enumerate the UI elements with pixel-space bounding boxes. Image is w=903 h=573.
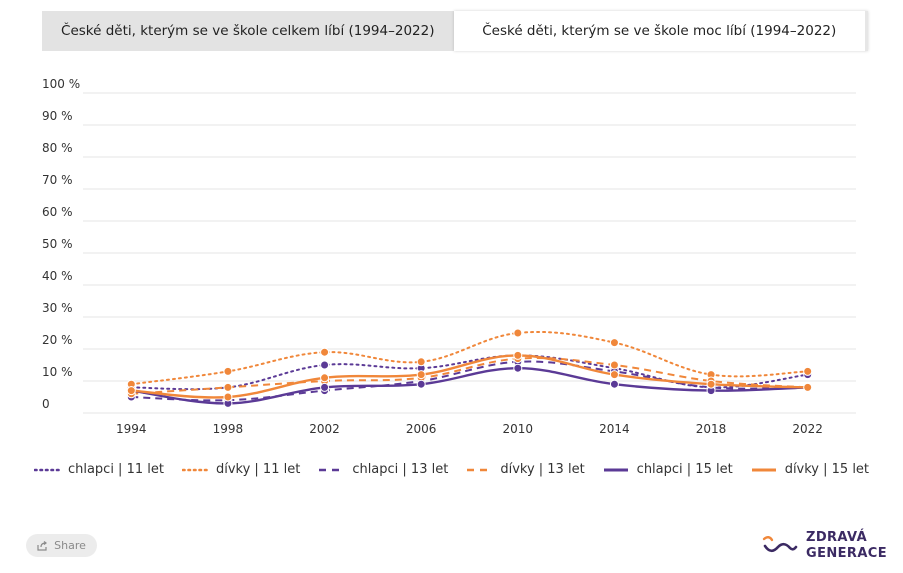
legend-label: chlapci | 13 let xyxy=(352,462,449,477)
data-point[interactable] xyxy=(803,366,813,376)
x-tick-label: 1998 xyxy=(213,422,244,436)
data-point[interactable] xyxy=(513,328,523,338)
x-tick-label: 2002 xyxy=(309,422,340,436)
y-tick-label: 90 % xyxy=(42,109,73,123)
series-line-3 xyxy=(131,356,808,395)
y-tick-label: 30 % xyxy=(42,301,73,315)
data-point[interactable] xyxy=(320,360,330,370)
data-point[interactable] xyxy=(609,370,619,380)
legend-label: chlapci | 15 let xyxy=(636,462,733,477)
x-tick-label: 2006 xyxy=(406,422,437,436)
data-point[interactable] xyxy=(320,382,330,392)
tab-moc-libi[interactable]: České děti, kterým se ve škole moc líbí … xyxy=(453,11,868,51)
x-tick-label: 2014 xyxy=(599,422,630,436)
x-tick-label: 1994 xyxy=(116,422,147,436)
y-tick-label: 60 % xyxy=(42,205,73,219)
series-line-0 xyxy=(130,354,809,391)
data-point[interactable] xyxy=(803,382,813,392)
data-point[interactable] xyxy=(223,392,233,402)
data-point[interactable] xyxy=(513,350,523,360)
legend-swatch xyxy=(603,468,628,471)
data-point[interactable] xyxy=(126,386,136,396)
tab-bar: České děti, kterým se ve škole celkem lí… xyxy=(42,11,868,51)
logo-line-1: ZDRAVÁ xyxy=(806,530,868,545)
series-line-4 xyxy=(131,366,808,405)
data-point[interactable] xyxy=(416,379,426,389)
y-tick-label: 20 % xyxy=(42,333,73,347)
legend-item[interactable]: dívky | 13 let xyxy=(466,462,585,477)
legend-label: dívky | 15 let xyxy=(784,462,870,477)
logo-line-2: GENERACE xyxy=(806,546,888,561)
line-chart: 0 10 % 20 % 30 % 40 % 50 % 60 % 70 % 80 % 90 % 100… xyxy=(42,77,856,436)
chart-legend: chlapci | 11 let dívky | 11 let chlapci | … xyxy=(0,462,903,477)
share-icon xyxy=(37,540,48,551)
legend-swatch xyxy=(467,468,492,471)
y-tick-label: 70 % xyxy=(42,173,73,187)
series-line-5 xyxy=(131,354,808,399)
share-button[interactable]: Share xyxy=(26,534,97,557)
x-tick-label: 2010 xyxy=(503,422,534,436)
data-point[interactable] xyxy=(320,347,330,357)
data-point[interactable] xyxy=(223,366,233,376)
wave-logo-icon xyxy=(762,536,798,553)
data-point[interactable] xyxy=(609,338,619,348)
zdrava-generace-logo: ZDRAVÁ GENERACE xyxy=(762,530,887,562)
x-tick-label: 2018 xyxy=(696,422,727,436)
data-point[interactable] xyxy=(416,357,426,367)
x-tick-label: 2022 xyxy=(792,422,823,436)
data-point[interactable] xyxy=(513,363,523,373)
data-point[interactable] xyxy=(609,379,619,389)
legend-item[interactable]: chlapci | 15 let xyxy=(603,462,733,477)
legend-swatch xyxy=(181,468,208,471)
legend-label: dívky | 13 let xyxy=(500,462,585,477)
legend-item[interactable]: dívky | 15 let xyxy=(751,462,869,477)
legend-label: dívky | 11 let xyxy=(215,462,301,477)
legend-item[interactable]: chlapci | 11 let xyxy=(33,462,164,477)
series-line-2 xyxy=(131,360,808,402)
y-tick-label: 40 % xyxy=(42,269,73,283)
y-tick-label: 80 % xyxy=(42,141,73,155)
data-point[interactable] xyxy=(609,360,619,370)
legend-swatch xyxy=(319,468,344,471)
data-point[interactable] xyxy=(320,373,330,383)
share-label: Share xyxy=(54,539,86,552)
legend-swatch xyxy=(751,468,776,471)
data-point[interactable] xyxy=(223,382,233,392)
series-line-1 xyxy=(130,330,809,386)
y-tick-label: 10 % xyxy=(42,365,73,379)
legend-item[interactable]: chlapci | 13 let xyxy=(318,462,448,477)
tab-celkem-libi[interactable]: České děti, kterým se ve škole celkem lí… xyxy=(42,11,454,51)
data-point[interactable] xyxy=(706,379,716,389)
y-tick-label: 50 % xyxy=(42,237,73,251)
data-point[interactable] xyxy=(416,370,426,380)
legend-label: chlapci | 11 let xyxy=(67,462,164,477)
legend-swatch xyxy=(33,468,60,471)
y-tick-label: 0 xyxy=(42,397,50,411)
y-tick-label: 100 % xyxy=(42,77,80,91)
legend-item[interactable]: dívky | 11 let xyxy=(181,462,301,477)
